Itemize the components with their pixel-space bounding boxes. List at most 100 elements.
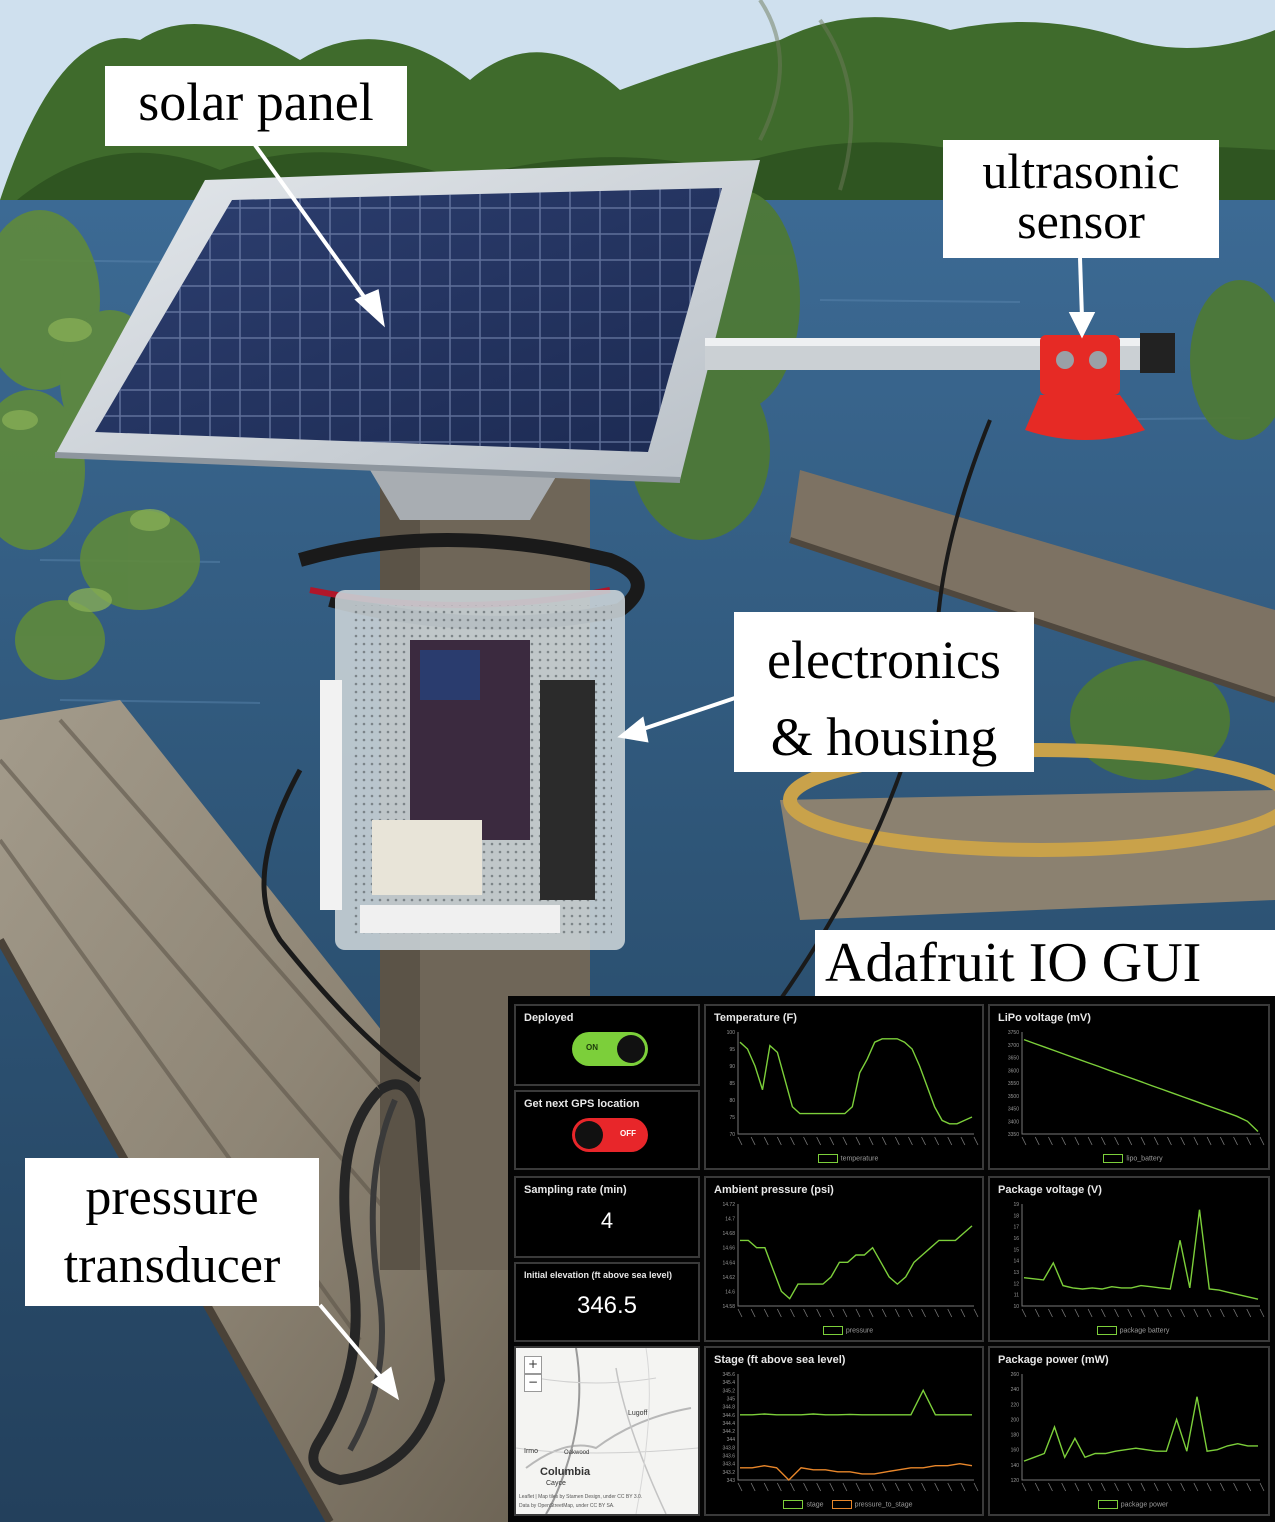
adafruit-text: Adafruit IO GUI <box>825 932 1202 994</box>
x-tick <box>1100 1308 1106 1318</box>
deployed-panel: Deployed ON <box>514 1004 700 1086</box>
x-tick <box>1246 1136 1252 1146</box>
gps-toggle[interactable]: OFF <box>572 1118 648 1152</box>
elevation-value: 346.5 <box>576 1292 638 1319</box>
x-tick <box>894 1136 900 1146</box>
x-tick <box>1233 1482 1238 1492</box>
y-tick-label: 160 <box>1011 1448 1020 1454</box>
x-tick <box>803 1136 808 1146</box>
x-tick <box>1100 1136 1106 1146</box>
x-tick <box>1140 1308 1146 1318</box>
lipo-panel: LiPo voltage (mV) 3350 3400 3450 3500 3550 36… <box>988 1004 1270 1170</box>
x-tick <box>1259 1308 1265 1318</box>
y-tick-label: 343.4 <box>722 1462 735 1468</box>
y-tick-label: 70 <box>729 1132 735 1138</box>
x-tick <box>855 1482 861 1492</box>
x-tick <box>776 1136 782 1146</box>
chart-axes <box>1021 1032 1260 1135</box>
x-tick <box>868 1136 874 1146</box>
elevation-title: Initial elevation (ft above sea level) <box>524 1270 673 1280</box>
map-attribution-1: Leaflet | Map tiles by Stamen Design, un… <box>519 1494 643 1500</box>
x-tick <box>1048 1136 1053 1146</box>
deployed-toggle[interactable]: ON <box>572 1032 648 1066</box>
x-tick <box>1127 1482 1133 1492</box>
chart-axes <box>1021 1374 1260 1481</box>
x-tick <box>829 1136 835 1146</box>
y-tick-label: 3400 <box>1008 1119 1019 1125</box>
x-tick <box>960 1482 966 1492</box>
y-tick-label: 11 <box>1014 1293 1019 1299</box>
x-tick <box>908 1136 913 1146</box>
gps-state: OFF <box>620 1129 636 1138</box>
temperature-chart: 70 75 80 85 90 95 100 <box>727 1030 979 1146</box>
map-zoom-in-button[interactable]: + <box>524 1356 542 1374</box>
ultrasonic-line1: ultrasonic <box>982 143 1180 199</box>
series-line-package-battery <box>1023 1209 1259 1300</box>
x-tick <box>1153 1482 1159 1492</box>
y-tick-label: 95 <box>729 1047 735 1053</box>
x-tick <box>1114 1482 1119 1492</box>
x-tick <box>947 1482 953 1492</box>
series-line-lipo-battery <box>1023 1038 1259 1133</box>
x-tick <box>1087 1482 1093 1492</box>
ambient-legend-text: pressure <box>845 1327 874 1335</box>
x-tick <box>1233 1308 1238 1318</box>
stage-title: Stage (ft above sea level) <box>714 1354 846 1366</box>
chart-axes <box>737 1204 974 1307</box>
y-tick-label: 14.6 <box>725 1289 735 1295</box>
y-tick-label: 75 <box>729 1115 735 1121</box>
package-voltage-legend: package battery <box>990 1326 1268 1335</box>
chart-axes <box>737 1374 974 1481</box>
lipo-legend: lipo_battery <box>990 1154 1268 1163</box>
y-tick-label: 345.2 <box>722 1388 735 1394</box>
ultrasonic-sensor-label: ultrasonic sensor <box>943 140 1219 258</box>
pressure-transducer-label: pressure transducer <box>25 1158 319 1306</box>
x-tick <box>737 1136 743 1146</box>
series-line-pressure <box>740 1225 973 1300</box>
y-tick-label: 14 <box>1013 1259 1019 1265</box>
x-tick <box>973 1136 979 1146</box>
map-place-oakwood: Oakwood <box>564 1450 590 1456</box>
x-tick <box>842 1308 848 1318</box>
package-power-chart: 120 140 160 180 200 220 240 260 <box>1011 1372 1265 1492</box>
package-voltage-panel: Package voltage (V) 10 11 12 13 14 15 16 17 18 19… <box>988 1176 1270 1342</box>
y-tick-label: 343.8 <box>722 1445 735 1451</box>
series-line-stage <box>740 1388 972 1416</box>
x-tick <box>816 1482 822 1492</box>
x-tick <box>763 1136 769 1146</box>
map-zoom-out-button[interactable]: − <box>524 1374 542 1392</box>
temperature-title: Temperature (F) <box>714 1012 797 1024</box>
x-tick <box>750 1482 756 1492</box>
y-tick-label: 343.2 <box>722 1470 735 1476</box>
gps-panel: Get next GPS location OFF <box>514 1090 700 1170</box>
y-tick-label: 3700 <box>1008 1043 1019 1049</box>
x-tick <box>1034 1308 1040 1318</box>
y-tick-label: 14.66 <box>722 1246 735 1252</box>
x-tick <box>790 1136 795 1146</box>
y-tick-label: 180 <box>1011 1433 1020 1439</box>
lipo-title: LiPo voltage (mV) <box>998 1012 1091 1024</box>
x-tick <box>1061 1136 1067 1146</box>
x-tick <box>763 1308 769 1318</box>
y-tick-label: 344.4 <box>722 1421 735 1427</box>
electronics-line1: electronics <box>767 630 1001 690</box>
x-tick <box>1074 1136 1080 1146</box>
x-tick <box>1180 1136 1186 1146</box>
x-tick <box>894 1482 900 1492</box>
x-tick <box>934 1136 940 1146</box>
y-tick-label: 3600 <box>1008 1068 1019 1074</box>
x-tick <box>921 1482 926 1492</box>
map-place-lugoff: Lugoff <box>628 1410 648 1417</box>
x-tick <box>973 1482 979 1492</box>
x-tick <box>1114 1136 1119 1146</box>
map-panel: + − Lugoff Columbia Cayce Irmo Oakwood L… <box>514 1346 700 1516</box>
x-tick <box>829 1308 835 1318</box>
y-tick-label: 14.7 <box>725 1217 735 1223</box>
y-tick-label: 18 <box>1013 1213 1019 1219</box>
y-tick-label: 344.2 <box>722 1429 735 1435</box>
electronics-line2: & housing <box>770 706 998 767</box>
x-tick <box>829 1482 835 1492</box>
y-tick-label: 14.68 <box>722 1231 735 1237</box>
x-tick <box>1153 1136 1159 1146</box>
y-tick-label: 16 <box>1013 1236 1019 1242</box>
